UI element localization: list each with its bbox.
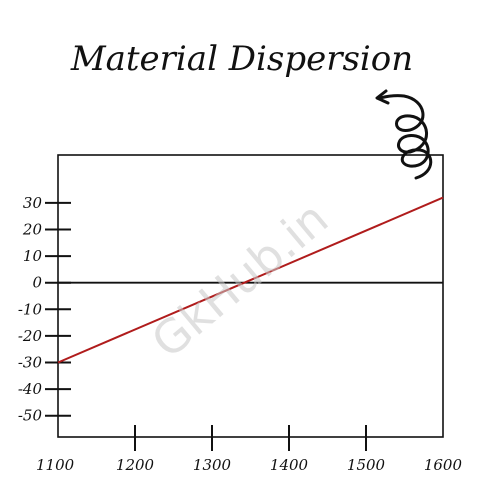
x-tick-label: 1600 <box>424 456 463 474</box>
y-tick-label: 20 <box>22 220 43 238</box>
y-tick-label: 0 <box>32 274 42 292</box>
y-tick-label: 30 <box>23 194 43 212</box>
axes: 30 20 10 0 -10 -20 -30 -40 -50 1100 1200 1300 1400 15… <box>18 154 463 474</box>
chart-title: Material Dispersion <box>70 39 413 79</box>
series-line <box>57 196 444 364</box>
plot-frame <box>57 154 444 438</box>
curly-arrow-icon <box>375 89 433 180</box>
series-layer <box>57 196 444 364</box>
y-tick-label: -30 <box>18 354 43 372</box>
y-tick-label: -10 <box>18 300 43 318</box>
watermark: GkHub.in <box>141 191 338 369</box>
x-tick-label: 1300 <box>193 456 232 474</box>
x-tick-label: 1400 <box>270 456 309 474</box>
y-tick-label: -20 <box>18 327 43 345</box>
y-tick-label: -50 <box>18 407 43 425</box>
y-tick-label: -40 <box>18 380 43 398</box>
x-tick-label: 1100 <box>36 456 75 474</box>
x-tick-label: 1200 <box>116 456 155 474</box>
x-tick-label: 1500 <box>347 456 386 474</box>
y-tick-label: 10 <box>23 247 43 265</box>
